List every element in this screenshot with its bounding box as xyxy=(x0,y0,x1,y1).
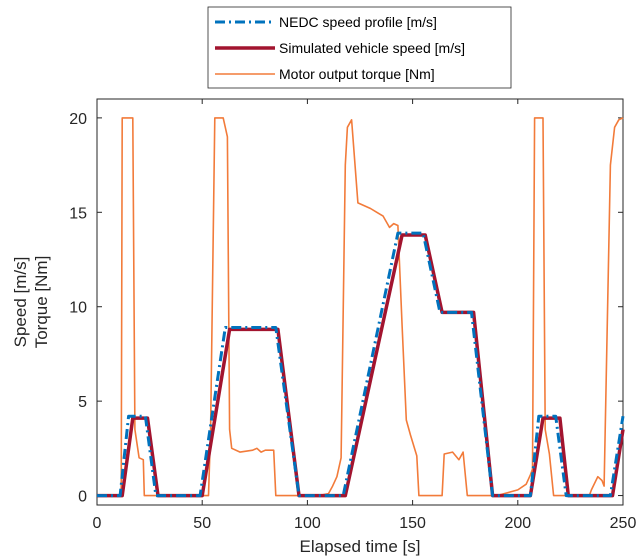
y-tick-label: 0 xyxy=(78,489,87,506)
series-line-3 xyxy=(97,117,624,497)
series-line-1 xyxy=(97,231,625,498)
x-axis-label: Elapsed time [s] xyxy=(300,537,421,556)
y-tick-label: 5 xyxy=(78,394,87,411)
x-tick-label: 100 xyxy=(294,515,321,532)
series-line-2 xyxy=(97,233,625,498)
y-tick-label: 15 xyxy=(69,205,87,222)
legend-label-3: Motor output torque [Nm] xyxy=(279,66,435,82)
x-axis: 0 50 100 150 200 250 xyxy=(93,99,637,532)
y-axis: 0 5 10 15 20 xyxy=(69,111,623,506)
x-tick-label: 250 xyxy=(610,515,637,532)
legend: NEDC speed profile [m/s] Simulated vehicl… xyxy=(207,6,512,89)
y-axis-label-torque: Torque [Nm] xyxy=(32,256,51,349)
y-tick-label: 10 xyxy=(69,300,87,317)
y-axis-label-speed: Speed [m/s] xyxy=(11,257,30,348)
legend-label-2: Simulated vehicle speed [m/s] xyxy=(279,40,465,56)
y-tick-label: 20 xyxy=(69,111,87,128)
series-lines xyxy=(97,117,625,498)
x-tick-label: 0 xyxy=(93,515,102,532)
legend-label-1: NEDC speed profile [m/s] xyxy=(279,14,437,30)
x-tick-label: 200 xyxy=(504,515,531,532)
x-tick-label: 50 xyxy=(193,515,211,532)
x-tick-label: 150 xyxy=(399,515,426,532)
